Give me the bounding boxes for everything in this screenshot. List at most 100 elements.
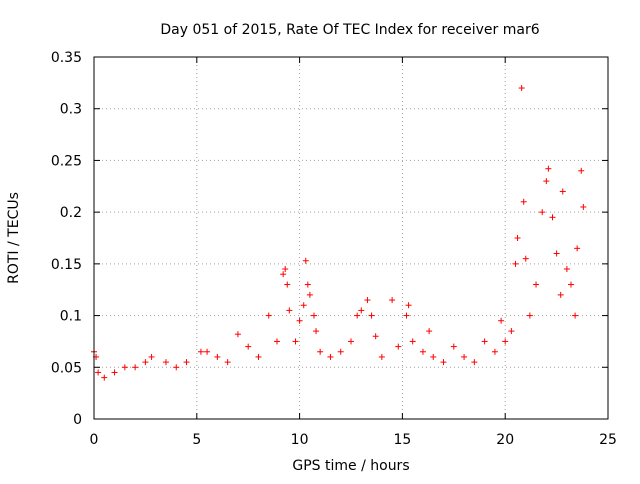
data-point [549,214,556,221]
data-point [512,260,519,267]
data-point [317,348,324,355]
data-point [567,281,574,288]
data-point [508,328,515,335]
data-point [132,364,139,371]
data-point [197,348,204,355]
data-point [204,348,211,355]
data-point [364,297,371,304]
data-points [91,85,587,381]
data-point [310,312,317,319]
x-axis-label: GPS time / hours [292,458,409,474]
data-point [173,364,180,371]
data-point [234,331,241,338]
y-tick-label: 0.35 [51,50,82,66]
data-point [522,255,529,262]
data-point [502,338,509,345]
data-point [162,359,169,366]
data-point [148,353,155,360]
y-tick-label: 0.15 [51,257,82,273]
data-point [419,348,426,355]
data-point [101,374,108,381]
data-point [518,85,525,92]
data-point [543,178,550,185]
x-tick-label: 20 [496,432,514,448]
y-tick-label: 0.25 [51,153,82,169]
data-point [378,353,385,360]
data-point [255,353,262,360]
data-point [354,312,361,319]
data-point [559,188,566,195]
x-tick-label: 25 [599,432,617,448]
data-point [300,302,307,309]
data-point [491,348,498,355]
data-point [578,167,585,174]
data-point [572,312,579,319]
chart-title: Day 051 of 2015, Rate Of TEC Index for r… [160,22,539,38]
data-point [284,281,291,288]
data-point [224,359,231,366]
data-point [372,333,379,340]
data-point [183,359,190,366]
data-point [245,343,252,350]
axis-ticks [93,56,609,420]
data-point [292,338,299,345]
data-point [265,312,272,319]
data-point [440,359,447,366]
data-point [409,338,416,345]
data-point [337,348,344,355]
data-point [539,209,546,216]
data-point [545,165,552,172]
data-point [327,353,334,360]
y-tick-label: 0.1 [60,309,82,325]
data-point [498,317,505,324]
x-tick-labels: 0 5 10 15 20 25 [90,432,617,448]
y-tick-label: 0.2 [60,205,82,221]
x-tick-label: 10 [291,432,309,448]
data-point [557,291,564,298]
data-point [450,343,457,350]
x-tick-label: 15 [393,432,411,448]
data-point [514,235,521,241]
y-tick-label: 0 [73,412,82,428]
data-point [520,198,527,205]
data-point [430,353,437,360]
data-point [358,307,365,314]
grid-lines [94,57,608,419]
data-point [306,291,313,298]
data-point [214,353,221,360]
plot-frame [93,56,609,420]
data-point [426,328,433,335]
data-point [471,359,478,366]
y-tick-labels: 0 0.05 0.1 0.15 0.2 0.25 0.3 0.35 [51,50,82,428]
data-point [282,266,289,273]
data-point [403,312,410,319]
data-point [302,257,309,264]
y-tick-label: 0.05 [51,360,82,376]
data-point [481,338,488,345]
data-point [533,281,540,288]
data-point [526,312,533,319]
data-point [142,359,149,366]
data-point [553,250,560,257]
data-point [348,338,354,345]
data-point [304,281,311,288]
data-point [111,369,118,376]
data-point [313,328,320,335]
data-point [580,203,587,210]
data-point [95,369,102,376]
data-point [286,307,293,314]
y-axis-label: ROTI / TECUs [6,192,22,284]
data-point [395,343,402,350]
data-point [389,297,396,304]
x-tick-label: 0 [90,432,99,448]
y-tick-label: 0.3 [60,102,82,118]
data-point [563,266,570,273]
data-point [296,317,303,324]
data-point [280,271,287,278]
data-point [121,364,128,371]
x-tick-label: 5 [192,432,201,448]
data-point [461,353,468,360]
data-point [368,312,375,319]
